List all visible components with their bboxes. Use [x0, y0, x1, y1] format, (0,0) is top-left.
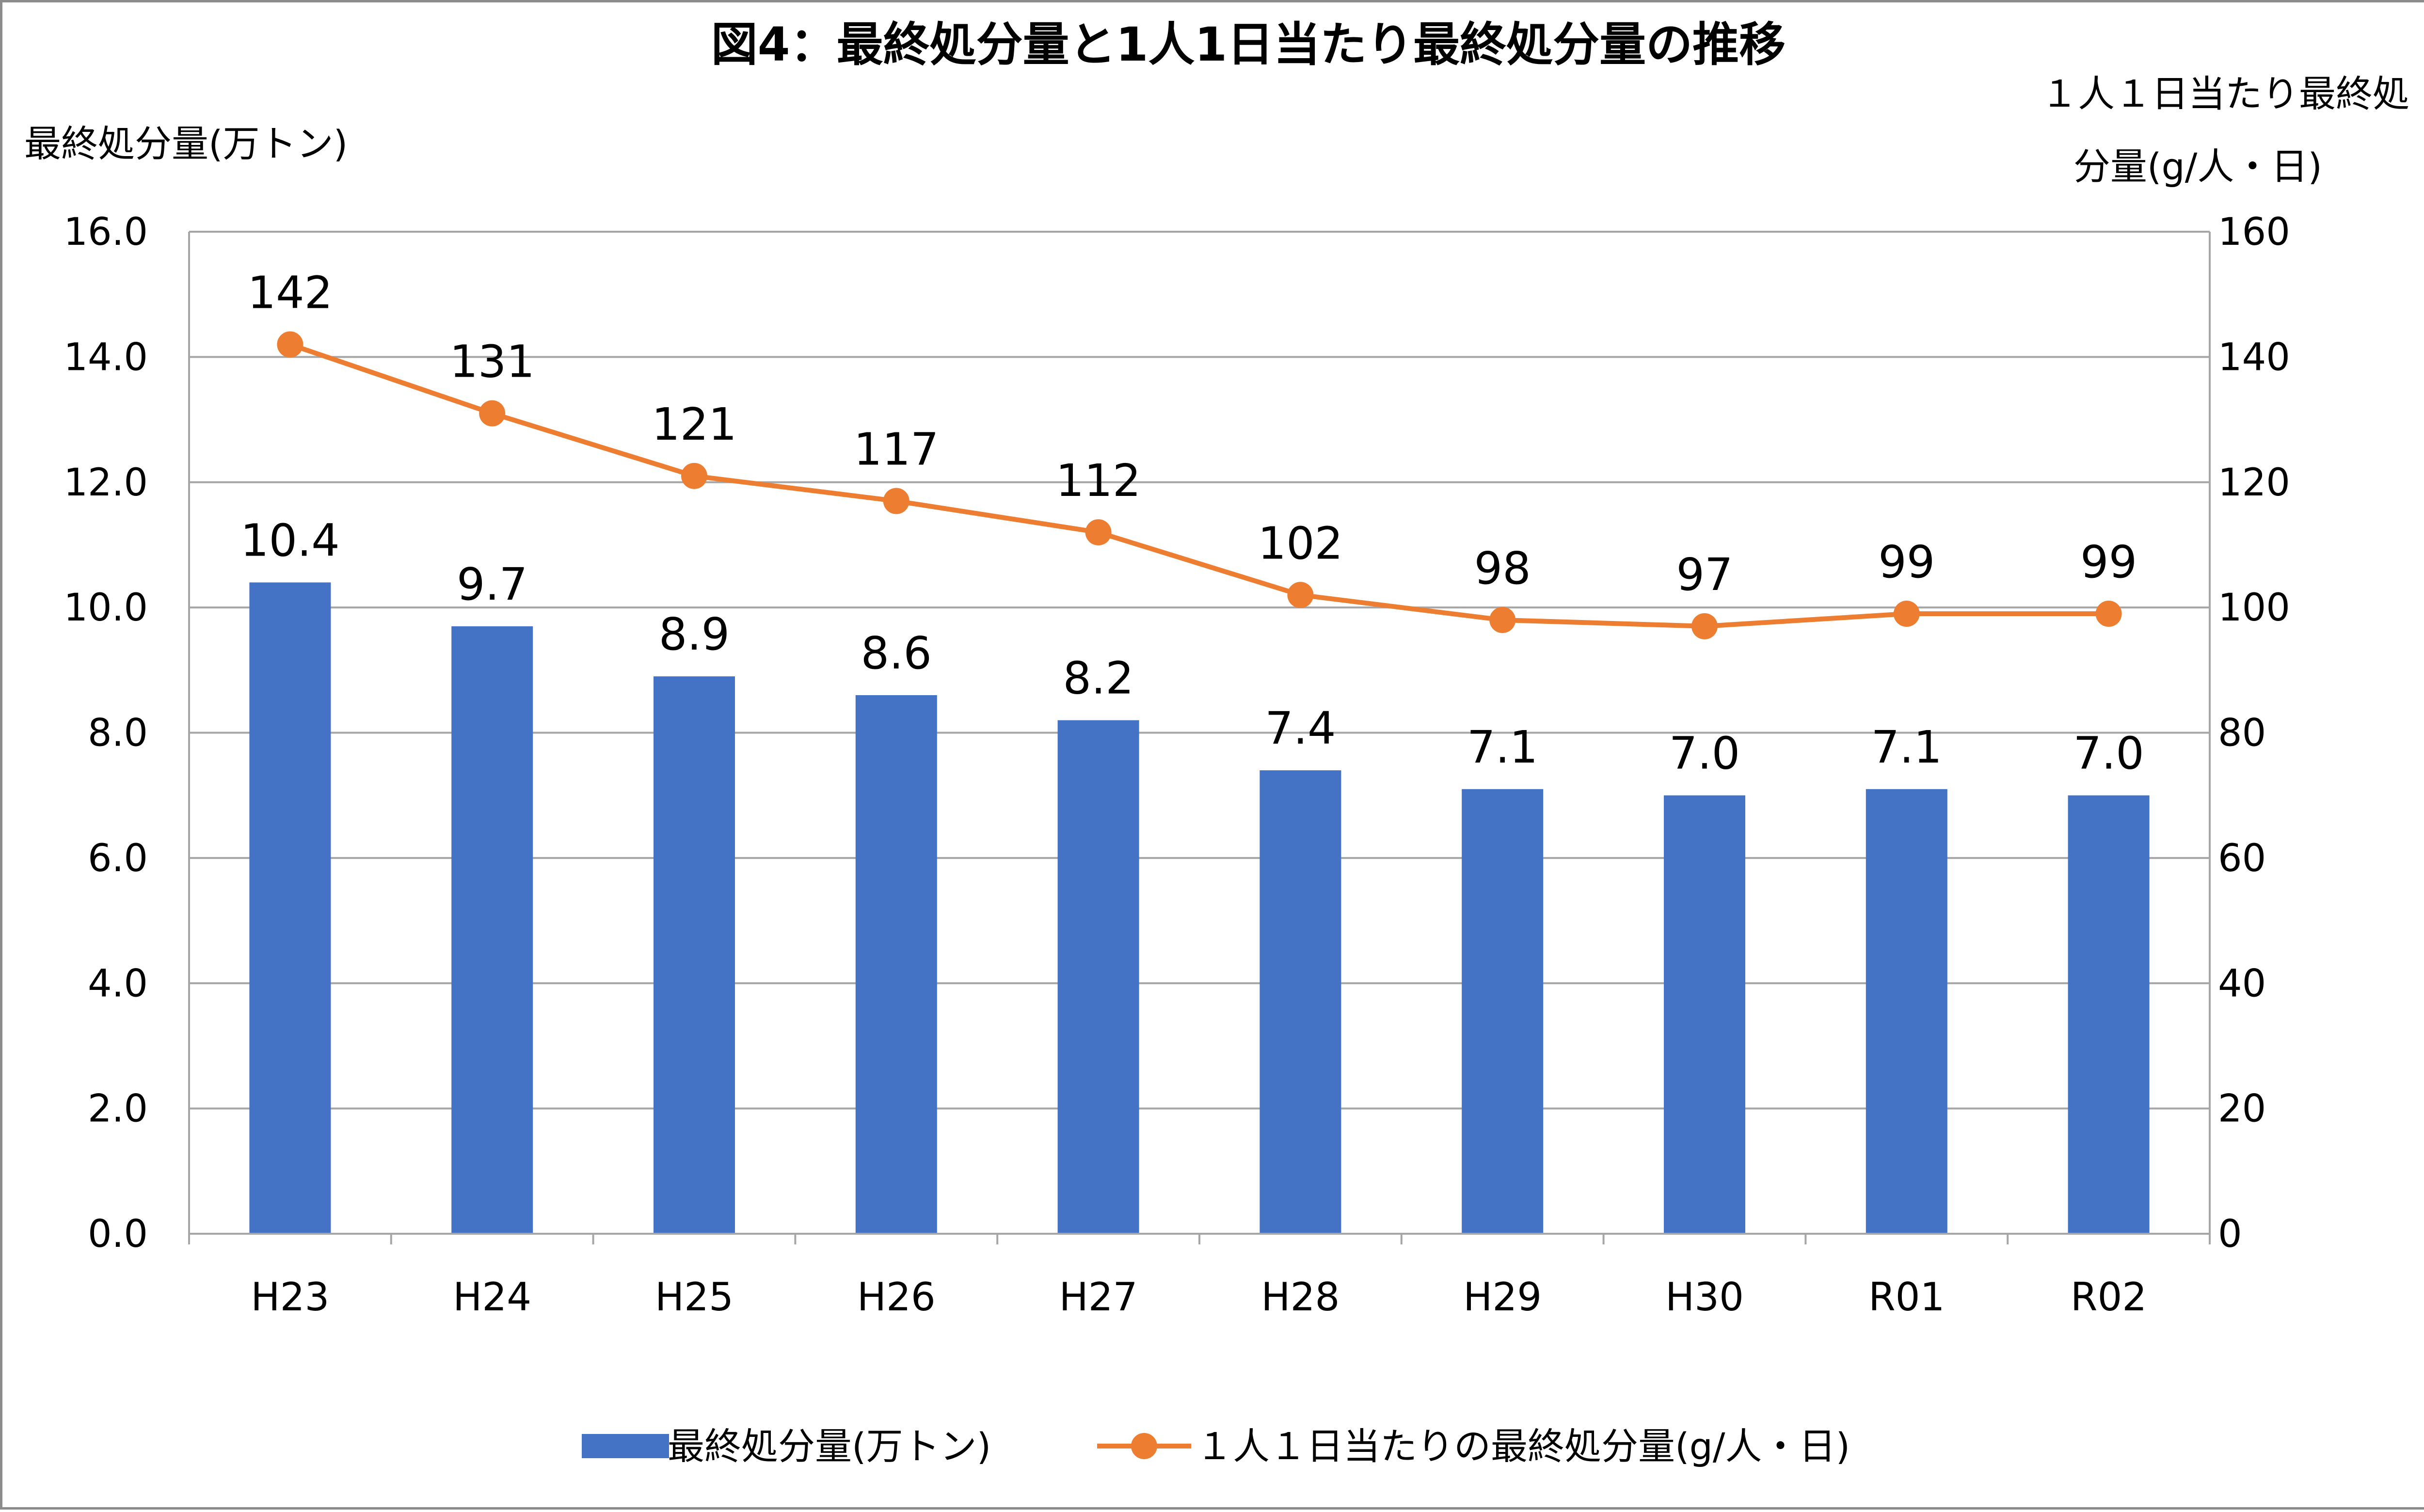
line-path: [289, 342, 2109, 629]
line-point: [883, 488, 909, 514]
left-axis-title: 最終処分量(万トン): [24, 122, 348, 165]
x-category-label: R02: [2071, 1274, 2147, 1320]
bar-value-label: 8.2: [1063, 653, 1133, 704]
bar: [451, 626, 533, 1234]
line-point: [1489, 606, 1516, 633]
left-tick-label: 6.0: [88, 837, 148, 880]
right-tick-label: 40: [2218, 962, 2266, 1005]
axes: 0.0 0 2.0 20 4.0 40 6.0 60 8.0 80 10.0 100 12.0 120 14…: [64, 210, 2290, 1320]
legend-bar-swatch: [582, 1434, 669, 1458]
x-category-label: H27: [1059, 1274, 1138, 1320]
bar: [1260, 770, 1341, 1234]
line-point: [681, 462, 707, 489]
bar: [1664, 795, 1745, 1234]
bar-value-label: 7.0: [2073, 728, 2144, 780]
line-value-label: 98: [1474, 542, 1531, 594]
line-value-label: 117: [854, 424, 939, 476]
bar: [1057, 720, 1139, 1234]
bar-value-label: 10.4: [240, 514, 340, 566]
right-tick-label: 120: [2218, 461, 2290, 505]
line-point: [277, 331, 303, 358]
bar-value-label: 7.4: [1265, 702, 1336, 754]
line-value-label: 131: [449, 336, 535, 388]
left-tick-label: 14.0: [64, 335, 148, 379]
x-category-label: H29: [1463, 1274, 1542, 1320]
x-category-label: R01: [1868, 1274, 1945, 1320]
legend-bar-label: 最終処分量(万トン): [668, 1425, 991, 1468]
right-tick-label: 80: [2218, 712, 2266, 755]
line-value-label: 97: [1676, 549, 1733, 601]
left-tick-label: 0.0: [88, 1212, 148, 1256]
x-category-label: H26: [857, 1274, 936, 1320]
bar: [249, 582, 331, 1234]
bar: [1462, 789, 1544, 1234]
left-tick-label: 4.0: [88, 962, 148, 1005]
right-tick-label: 100: [2218, 586, 2290, 630]
line-value-label: 142: [248, 267, 333, 319]
x-category-label: H24: [453, 1274, 531, 1320]
line-point: [1691, 613, 1718, 639]
line-value-label: 112: [1056, 455, 1141, 507]
line-point: [479, 400, 506, 427]
line-value-label: 99: [2080, 536, 2137, 588]
line-value-label: 99: [1878, 536, 1935, 588]
bar-value-label: 8.9: [659, 608, 730, 660]
right-tick-label: 20: [2218, 1087, 2266, 1131]
right-tick-label: 140: [2218, 335, 2290, 379]
line-value-label: 121: [652, 398, 737, 450]
line-series: [277, 331, 2122, 639]
x-category-label: H25: [655, 1274, 734, 1320]
right-tick-label: 0: [2218, 1212, 2242, 1256]
x-category-label: H30: [1665, 1274, 1744, 1320]
right-tick-label: 160: [2218, 210, 2290, 254]
x-category-label: H23: [251, 1274, 329, 1320]
bar: [654, 676, 735, 1234]
right-axis-title-line2: 分量(g/人・日): [2073, 145, 2322, 188]
data-labels: 10.4 9.7 8.9 8.6 8.2 7.4 7.1 7.0 7.1 7.0 142 131 121…: [240, 267, 2144, 780]
bar-value-label: 7.1: [1871, 721, 1942, 773]
left-tick-label: 2.0: [88, 1087, 148, 1131]
bar-value-label: 7.0: [1669, 728, 1740, 780]
left-tick-label: 10.0: [64, 586, 148, 630]
line-value-label: 102: [1258, 517, 1343, 569]
chart-title: 図4：最終処分量と1人1日当たり最終処分量の推移: [711, 17, 1786, 72]
line-point: [2095, 601, 2122, 627]
right-axis-title-line1: １人１日当たり最終処: [2041, 72, 2409, 115]
line-point: [1085, 519, 1112, 546]
left-tick-label: 8.0: [88, 712, 148, 755]
line-point: [1287, 582, 1314, 608]
x-category-label: H28: [1261, 1274, 1340, 1320]
legend-line-marker: [1131, 1433, 1157, 1459]
left-tick-label: 16.0: [64, 210, 148, 254]
bar-value-label: 9.7: [457, 558, 527, 610]
bar-series: [249, 582, 2150, 1234]
legend: 最終処分量(万トン) １人１日当たりの最終処分量(g/人・日): [582, 1425, 1850, 1468]
bar-value-label: 7.1: [1467, 721, 1538, 773]
bar: [855, 695, 937, 1234]
legend-line-label: １人１日当たりの最終処分量(g/人・日): [1196, 1425, 1850, 1468]
left-tick-label: 12.0: [64, 461, 148, 505]
bar: [2068, 795, 2150, 1234]
bar-value-label: 8.6: [861, 627, 932, 679]
bar: [1866, 789, 1947, 1234]
line-point: [1893, 601, 1920, 627]
right-tick-label: 60: [2218, 837, 2266, 880]
